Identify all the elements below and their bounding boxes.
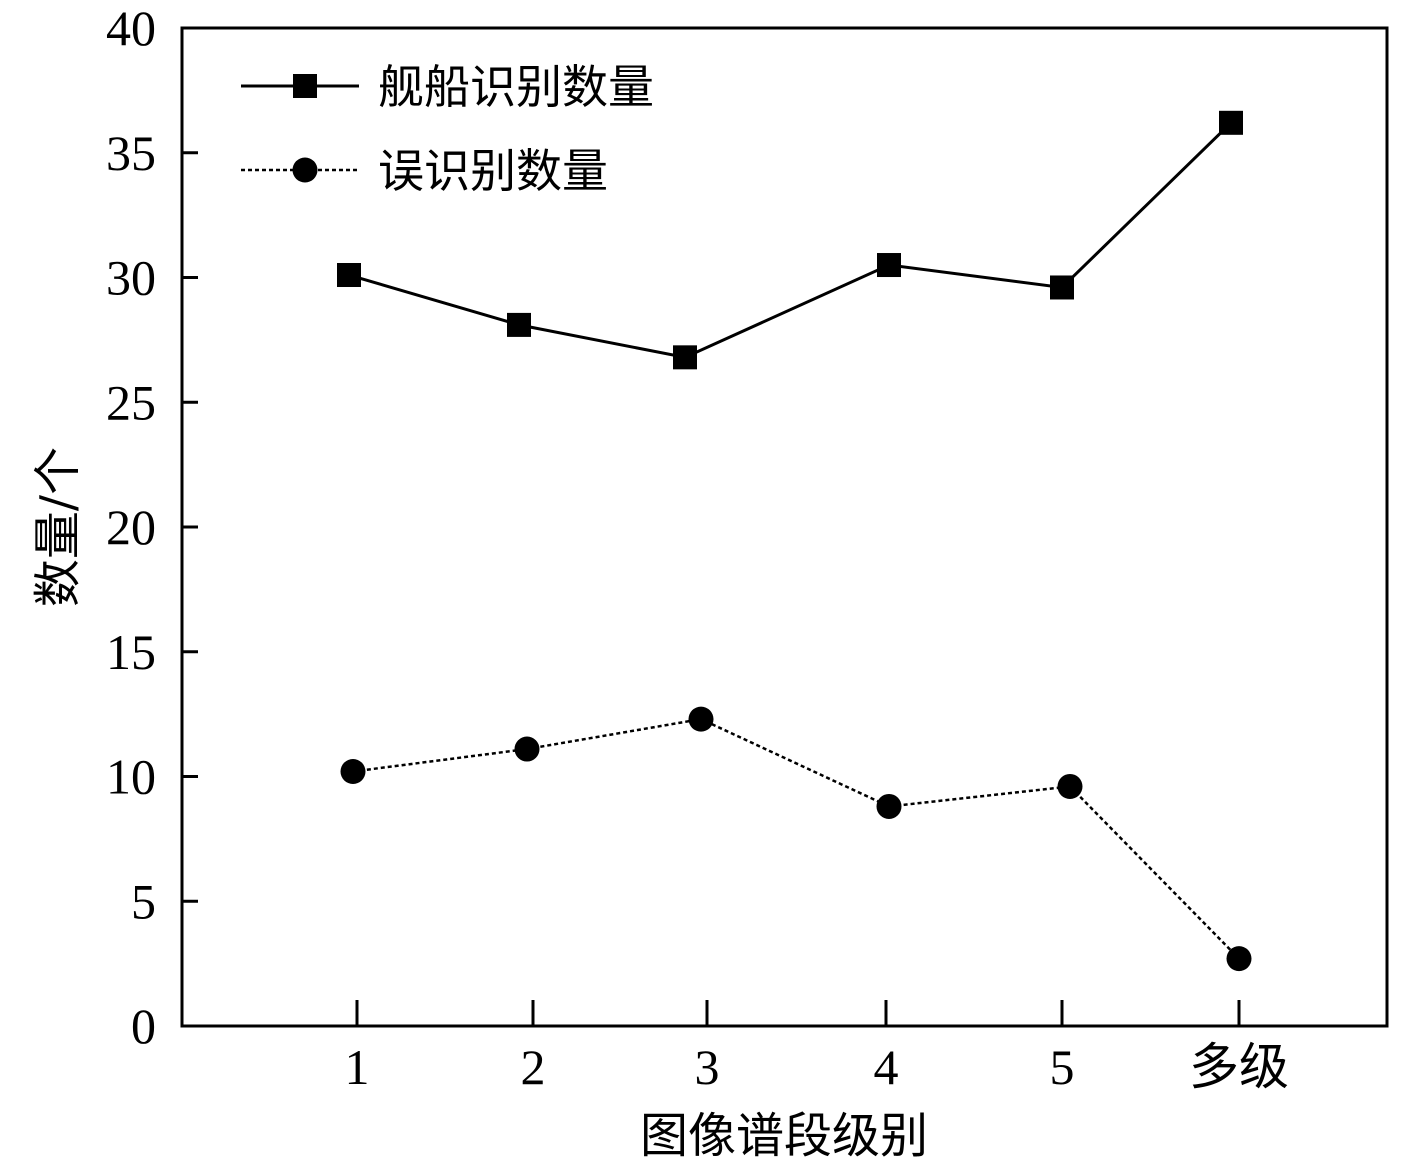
y-axis-title: 数量/个 — [30, 447, 86, 607]
data-point-circle — [1226, 946, 1252, 972]
y-tick-label: 10 — [106, 749, 156, 805]
y-tick-label: 40 — [106, 0, 156, 56]
data-point-circle — [688, 706, 714, 732]
legend-label: 舰船识别数量 — [378, 60, 654, 114]
x-tick-label: 2 — [521, 1039, 546, 1095]
y-tick-label: 5 — [131, 873, 156, 929]
y-tick-label: 30 — [106, 250, 156, 306]
y-tick-label: 25 — [106, 374, 156, 430]
y-tick-label: 20 — [106, 499, 156, 555]
data-point-square — [1050, 275, 1074, 300]
data-point-circle — [340, 759, 366, 785]
series-2 — [340, 706, 1252, 972]
x-tick-label: 5 — [1050, 1039, 1075, 1095]
x-axis-title: 图像谱段级别 — [640, 1108, 928, 1164]
legend-marker-square — [293, 74, 317, 98]
x-tick-label: 3 — [695, 1039, 720, 1095]
data-point-square — [673, 345, 697, 370]
series-line — [348, 121, 1233, 359]
y-tick-label: 35 — [106, 125, 156, 181]
legend-label: 误识别数量 — [378, 144, 608, 198]
series-layer — [337, 110, 1252, 972]
data-point-square — [1219, 110, 1243, 135]
data-point-square — [877, 253, 901, 278]
x-axis: 1 2 3 4 5 多级 — [345, 1000, 1289, 1095]
y-axis: 0 5 10 15 20 25 30 35 40 — [106, 0, 198, 1054]
x-tick-label: 1 — [345, 1039, 370, 1095]
data-point-circle — [514, 736, 540, 762]
data-point-square — [507, 312, 531, 337]
y-tick-label: 15 — [106, 624, 156, 680]
y-tick-label: 0 — [131, 998, 156, 1054]
x-tick-label: 4 — [874, 1039, 899, 1095]
legend-item: 舰船识别数量 — [241, 60, 654, 114]
legend-marker-circle — [292, 157, 318, 183]
series-1 — [337, 110, 1243, 370]
data-point-circle — [1057, 773, 1083, 799]
data-point-circle — [876, 793, 902, 819]
x-tick-label: 多级 — [1189, 1039, 1289, 1095]
legend-item: 误识别数量 — [241, 144, 608, 198]
data-point-square — [337, 263, 361, 288]
series-line — [352, 717, 1240, 960]
